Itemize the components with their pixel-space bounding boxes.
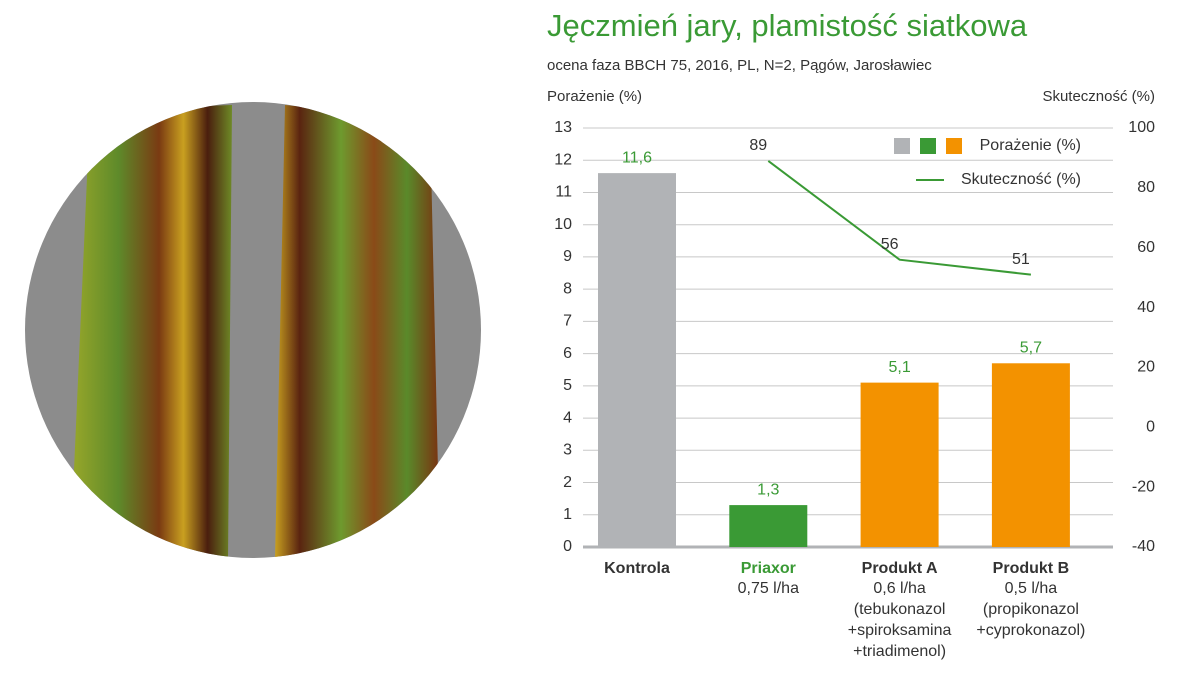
x-tick-detail: 0,75 l/ha [738, 580, 799, 597]
value-label: 56 [881, 236, 899, 253]
y2-tick-label: -20 [1132, 478, 1155, 495]
y-tick-label: 6 [563, 345, 572, 362]
legend-swatch [920, 138, 936, 154]
y2-tick-label: -40 [1132, 538, 1155, 555]
bar [598, 173, 676, 547]
y2-tick-label: 0 [1146, 419, 1155, 436]
y-tick-label: 2 [563, 474, 572, 491]
y-tick-label: 4 [563, 409, 572, 426]
y-tick-label: 10 [554, 216, 572, 233]
bar [991, 363, 1070, 547]
y2-tick-label: 40 [1137, 299, 1155, 316]
value-label: 5,1 [888, 359, 910, 376]
y-axis-label: Porażenie (%) [547, 88, 642, 105]
x-tick-detail: 0,5 l/ha [1005, 580, 1058, 597]
legend-label: Porażenie (%) [980, 137, 1081, 154]
y-tick-label: 9 [563, 248, 572, 265]
value-label: 51 [1012, 251, 1030, 268]
bar [860, 382, 939, 547]
line [767, 160, 1032, 276]
y-tick-label: 3 [563, 442, 572, 459]
y-tick-label: 12 [554, 151, 572, 168]
value-label: 89 [749, 137, 767, 154]
x-tick-detail: +cyprokonazol) [976, 622, 1085, 639]
x-tick-detail: +triadimenol) [853, 643, 946, 660]
x-tick-label: Produkt B [993, 560, 1069, 577]
x-tick-label: Kontrola [604, 560, 670, 577]
y-tick-label: 7 [563, 313, 572, 330]
leaf-photo [25, 102, 481, 558]
y-tick-label: 5 [563, 377, 572, 394]
x-tick-detail: +spiroksamina [848, 622, 952, 639]
x-tick-label: Priaxor [741, 560, 796, 577]
legend-label: Skuteczność (%) [961, 171, 1081, 188]
y-tick-label: 11 [555, 184, 572, 201]
y2-tick-label: 60 [1137, 239, 1155, 256]
y-tick-label: 8 [563, 280, 572, 297]
chart-title: Jęczmień jary, plamistość siatkowa [547, 8, 1028, 43]
y-tick-label: 0 [563, 538, 572, 555]
x-tick-detail: 0,6 l/ha [873, 580, 926, 597]
y2-axis-label: Skuteczność (%) [1042, 88, 1155, 105]
legend-swatch [894, 138, 910, 154]
value-label: 1,3 [757, 481, 779, 498]
value-label: 5,7 [1020, 340, 1042, 357]
y2-tick-label: 80 [1137, 179, 1155, 196]
y-tick-label: 13 [554, 119, 572, 136]
x-tick-label: Produkt A [862, 560, 938, 577]
x-tick-detail: (tebukonazol [854, 601, 946, 618]
y2-tick-label: 100 [1128, 119, 1155, 136]
subtitle: ocena faza BBCH 75, 2016, PL, N=2, Pągów… [547, 57, 932, 74]
legend-swatch [946, 138, 962, 154]
x-tick-detail: (propikonazol [983, 601, 1079, 618]
bar [729, 505, 808, 547]
y-tick-label: 1 [563, 506, 572, 523]
plot: 012345678910111213-40-20020406080100Kont… [554, 119, 1155, 660]
y2-tick-label: 20 [1137, 359, 1155, 376]
value-label: 11,6 [622, 149, 652, 166]
